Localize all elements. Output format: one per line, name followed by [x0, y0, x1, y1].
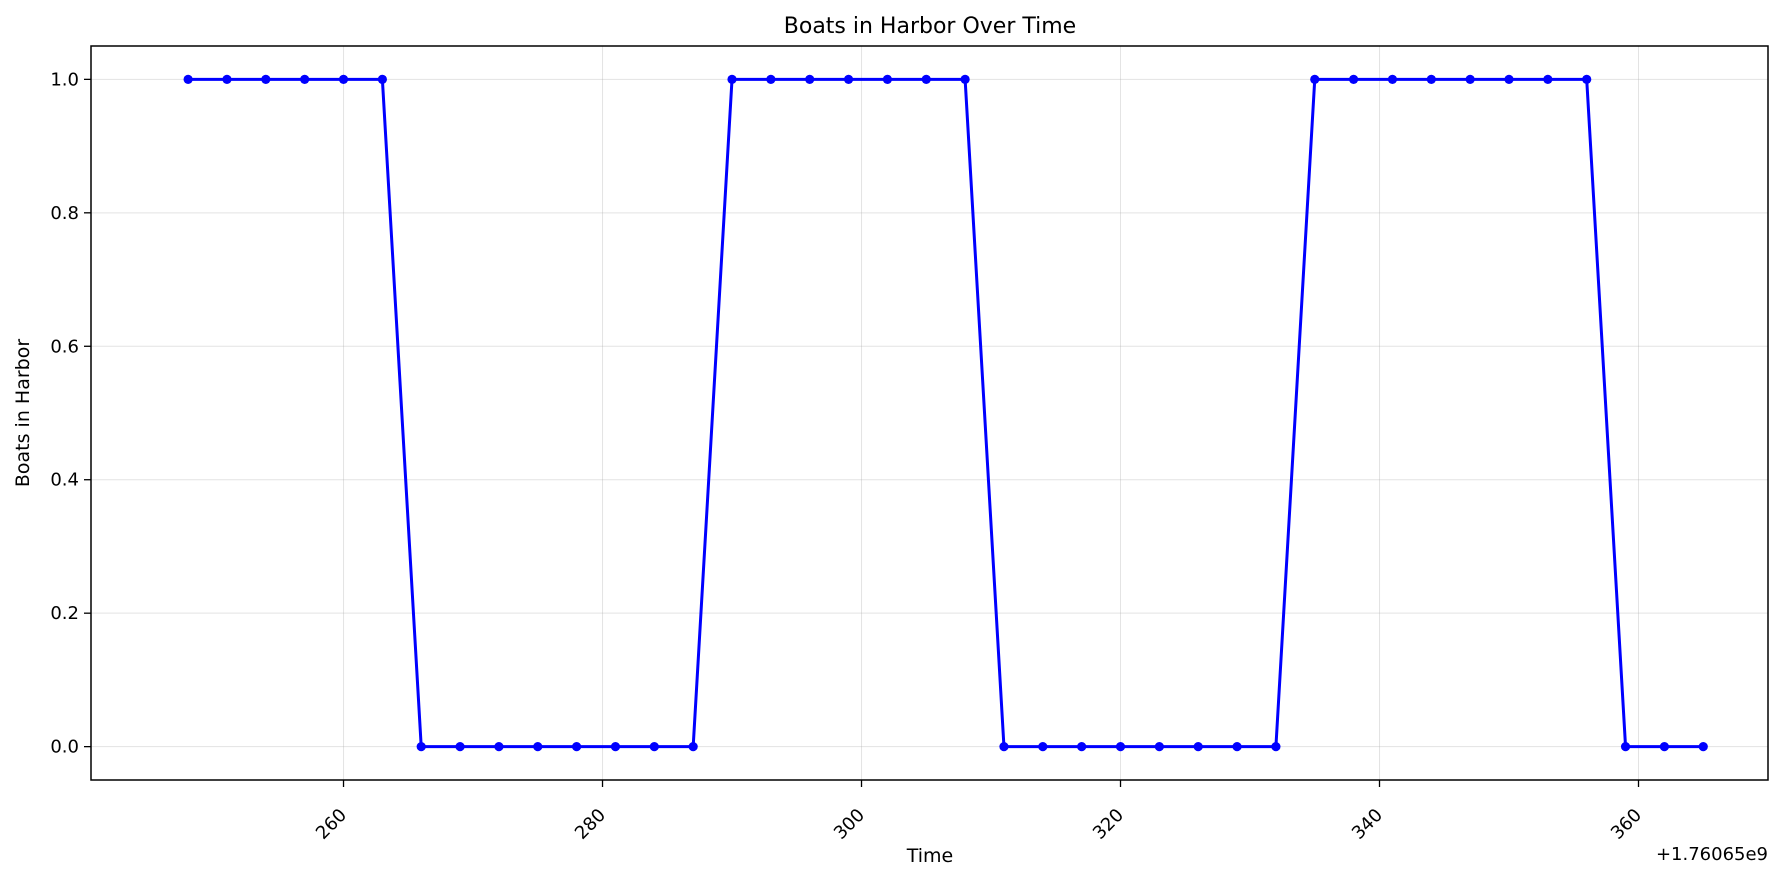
data-point — [1232, 742, 1242, 752]
y-tick-label: 0.8 — [50, 203, 79, 224]
data-point — [1193, 742, 1203, 752]
data-point — [572, 742, 582, 752]
data-point — [183, 74, 193, 84]
data-point — [999, 742, 1009, 752]
data-point — [416, 742, 426, 752]
x-tick-label: 320 — [1089, 805, 1128, 844]
data-point — [455, 742, 465, 752]
data-point — [377, 74, 387, 84]
x-tick-label: 300 — [830, 805, 869, 844]
plot-frame — [90, 45, 1769, 781]
data-point — [1154, 742, 1164, 752]
data-point — [300, 74, 310, 84]
data-point — [649, 742, 659, 752]
data-point — [1543, 74, 1553, 84]
y-axis-title: Boats in Harbor — [12, 339, 34, 487]
data-point — [1465, 74, 1475, 84]
data-point — [494, 742, 504, 752]
data-point — [533, 742, 543, 752]
y-tick-label: 0.2 — [50, 603, 79, 624]
y-axis-ticks: 0.0 0.2 0.4 0.6 0.8 1.0 — [50, 69, 91, 758]
x-tick-label: 360 — [1607, 805, 1646, 844]
data-point — [1620, 742, 1631, 752]
y-tick-label: 0.4 — [50, 470, 79, 491]
data-point — [805, 74, 815, 84]
data-point — [727, 74, 737, 84]
data-point — [1387, 74, 1398, 84]
data-point — [1115, 742, 1126, 752]
series-line — [188, 77, 1704, 749]
data-point — [921, 74, 931, 84]
x-tick-label: 280 — [571, 805, 610, 844]
y-tick-label: 0.6 — [50, 336, 79, 357]
data-point — [1077, 742, 1087, 752]
data-point — [1582, 74, 1592, 84]
data-point — [882, 74, 893, 84]
data-point — [766, 74, 776, 84]
data-point — [261, 74, 271, 84]
data-point — [1659, 742, 1670, 752]
x-axis-title: Time — [906, 845, 954, 867]
data-point — [1698, 742, 1708, 752]
x-axis-offset-label: +1.76065e9 — [1656, 844, 1768, 865]
grid-lines — [91, 46, 1768, 780]
data-point — [1038, 742, 1048, 752]
data-point — [960, 74, 970, 84]
data-point — [843, 74, 854, 84]
data-point — [1426, 74, 1436, 84]
data-point — [222, 74, 232, 84]
x-tick-label: 260 — [312, 805, 351, 844]
x-tick-label: 340 — [1348, 805, 1387, 844]
y-tick-label: 1.0 — [50, 69, 79, 90]
data-point — [1349, 74, 1359, 84]
chart-title: Boats in Harbor Over Time — [784, 14, 1076, 39]
data-point — [610, 742, 621, 752]
data-point — [1271, 742, 1281, 752]
data-point — [1504, 74, 1514, 84]
x-axis-ticks: 260 280 300 320 340 360 — [312, 780, 1646, 844]
data-point — [688, 742, 698, 752]
series-layer — [183, 74, 1708, 752]
data-point — [338, 74, 349, 84]
data-point — [1310, 74, 1320, 84]
y-tick-label: 0.0 — [50, 737, 79, 758]
